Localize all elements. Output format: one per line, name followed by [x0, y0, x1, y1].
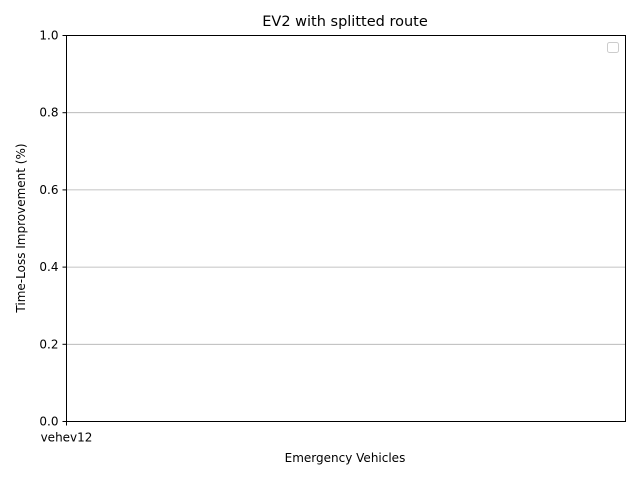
chart-title: EV2 with splitted route — [262, 14, 428, 30]
legend-box — [607, 42, 619, 53]
x-tick-label: vehev12 — [41, 431, 93, 445]
x-axis-label: Emergency Vehicles — [285, 451, 406, 465]
y-tick-label: 0.0 — [39, 415, 58, 429]
gridlines — [66, 112, 626, 345]
y-tick-label: 1.0 — [39, 29, 58, 43]
y-tick-label: 0.4 — [39, 260, 58, 274]
plot-area-frame — [66, 35, 626, 422]
x-axis-ticks: vehev12 — [41, 421, 93, 445]
y-axis-label: Time-Loss Improvement (%) — [14, 143, 28, 313]
y-tick-label: 0.2 — [39, 337, 58, 351]
y-tick-label: 0.6 — [39, 183, 58, 197]
y-axis-ticks: 0.0 0.2 0.4 0.6 0.8 1.0 — [39, 29, 67, 429]
y-tick-label: 0.8 — [39, 106, 58, 120]
